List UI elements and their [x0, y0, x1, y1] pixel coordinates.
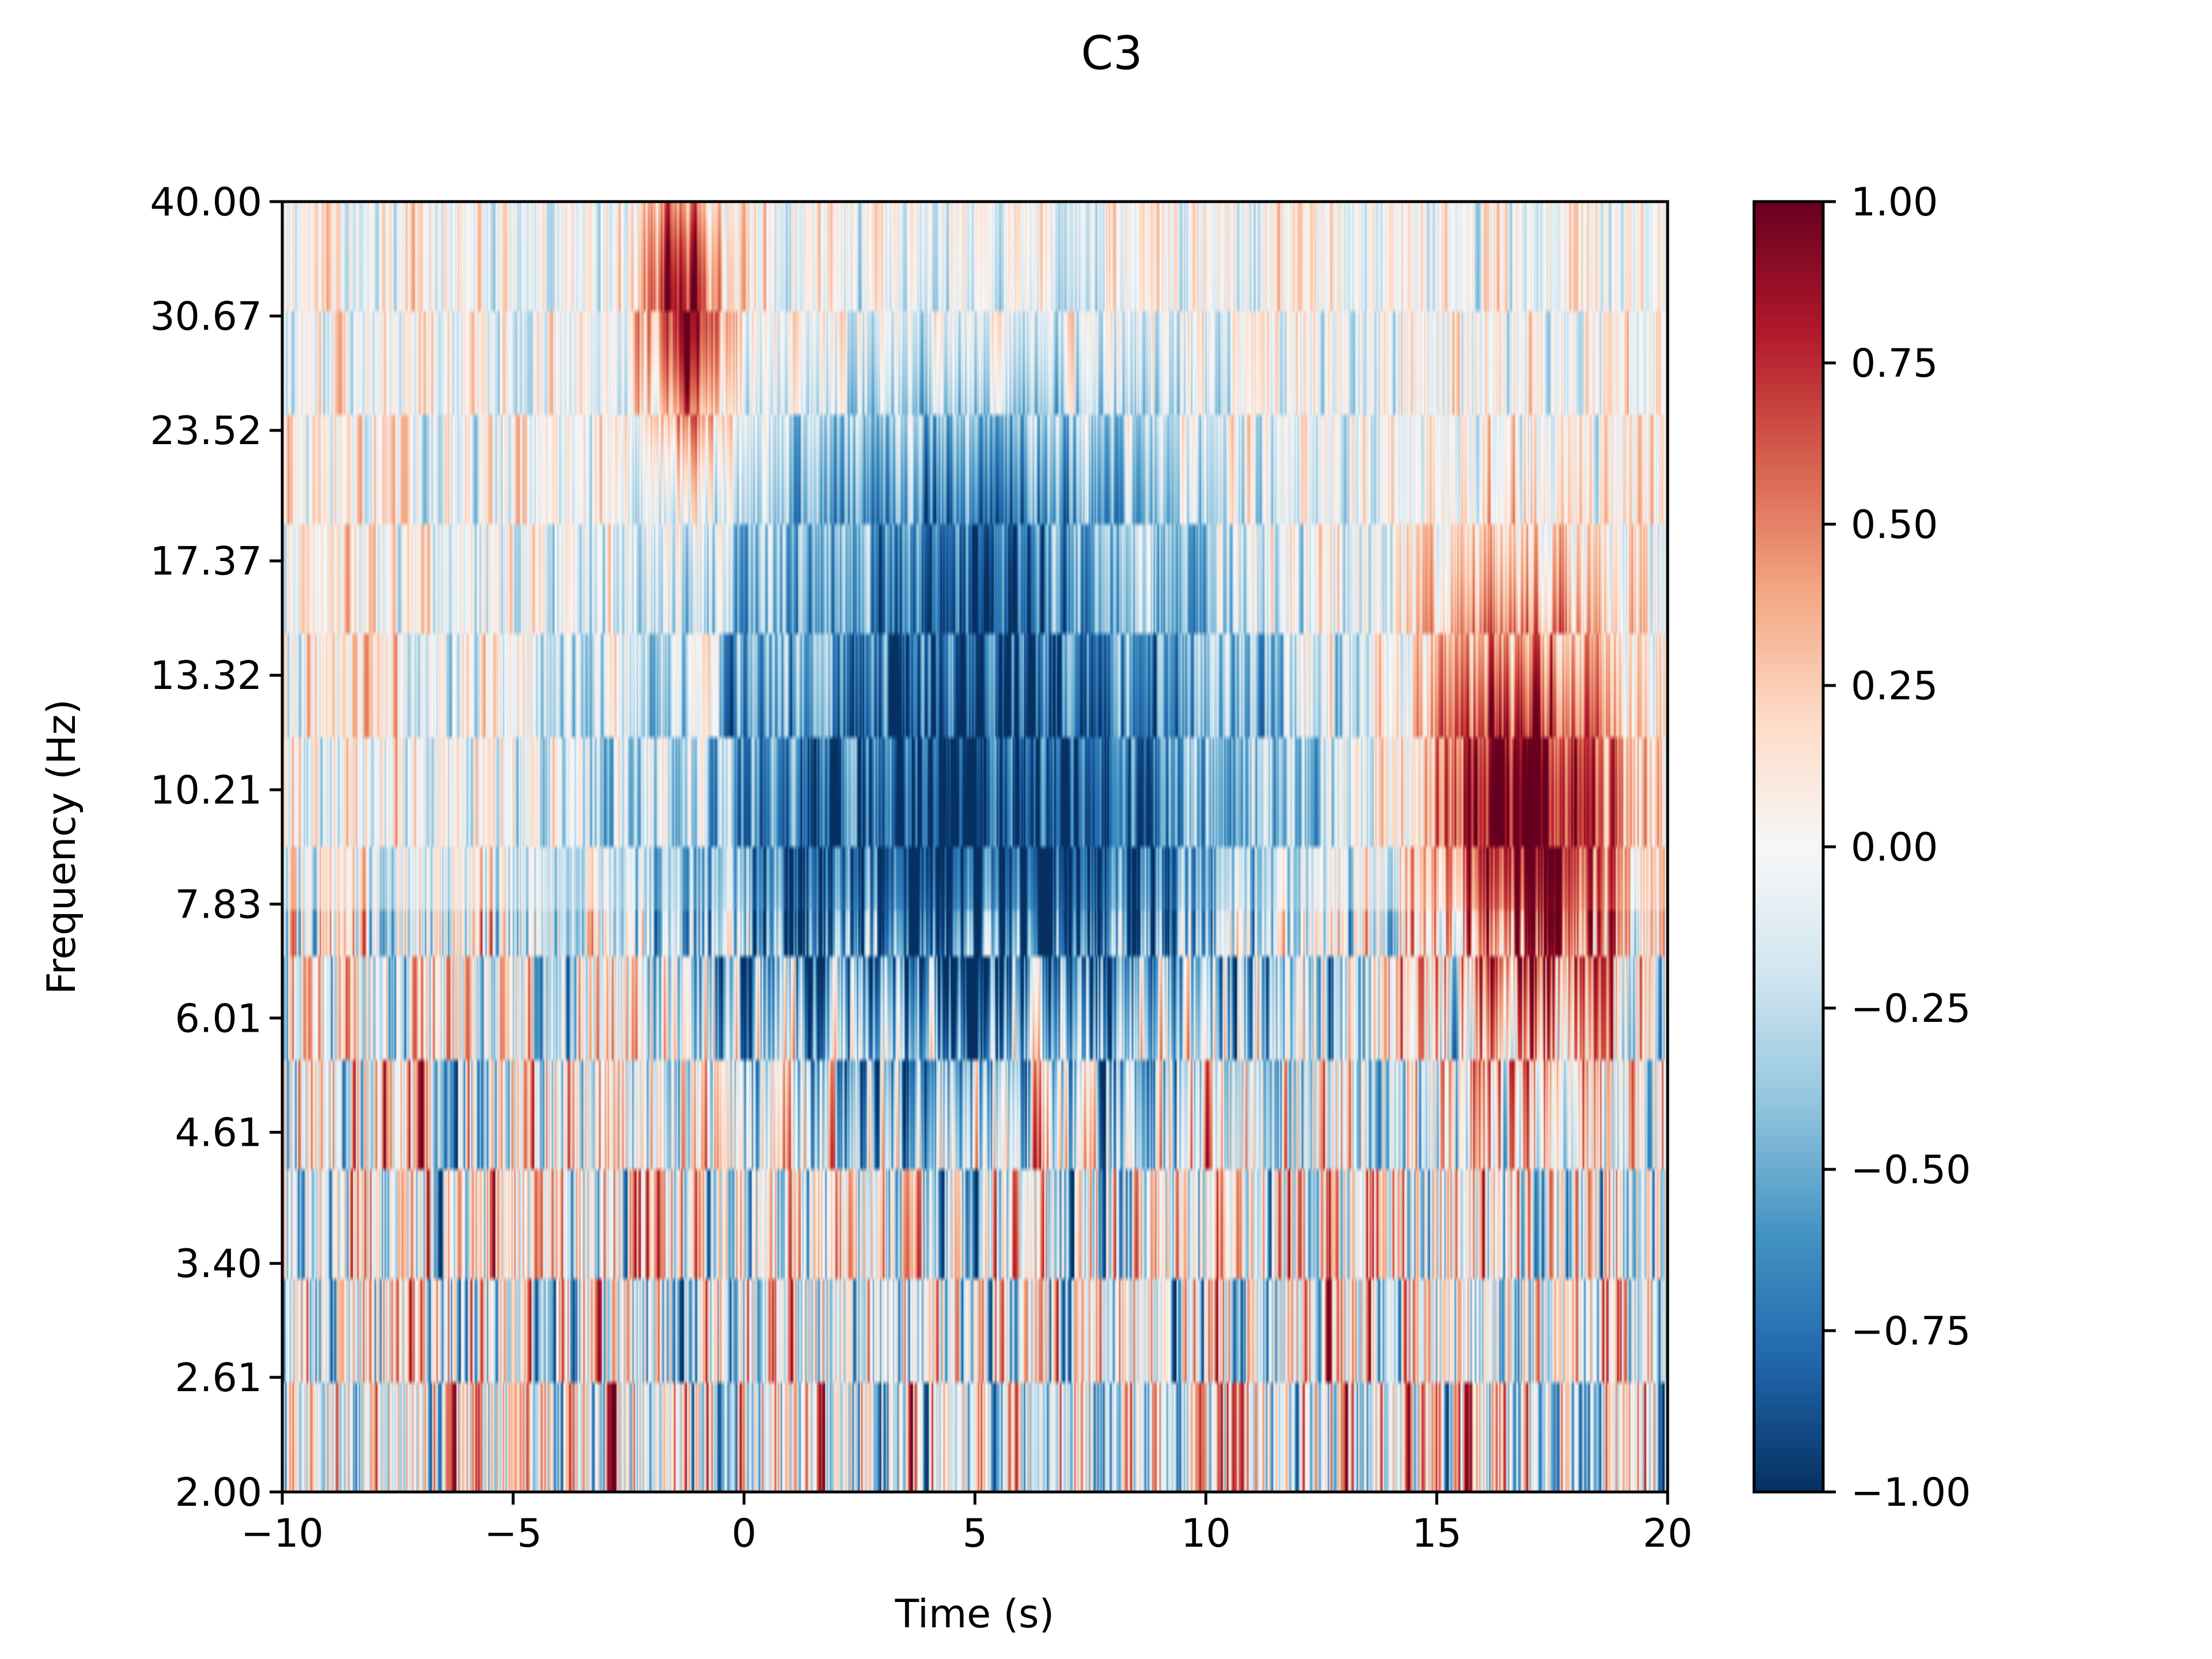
colorbar-tick-label: 0.50 [1851, 502, 1938, 548]
x-tick-label: 5 [963, 1511, 987, 1556]
x-tick-label: 0 [732, 1511, 756, 1556]
colorbar-gradient [1754, 202, 1823, 1492]
y-tick-label: 4.61 [175, 1111, 262, 1156]
y-tick-label: 2.61 [175, 1355, 262, 1401]
x-tick-label: 15 [1412, 1511, 1462, 1556]
x-tick-label: 20 [1643, 1511, 1693, 1556]
x-tick-label: −5 [484, 1511, 542, 1556]
y-tick-label: 23.52 [150, 408, 262, 454]
y-tick-label: 7.83 [175, 882, 262, 927]
colorbar-tick-label: 0.25 [1851, 664, 1938, 709]
y-tick-label: 6.01 [175, 996, 262, 1041]
colorbar-tick-label: −0.75 [1851, 1309, 1971, 1354]
colorbar-frame [1752, 200, 1825, 1494]
x-tick-label: −10 [241, 1511, 324, 1556]
y-tick-label: 13.32 [150, 653, 262, 699]
chart-title: C3 [1081, 26, 1143, 80]
y-tick-label: 2.00 [175, 1470, 262, 1516]
colorbar-ticks: 1.00 0.75 0.50 0.25 0.00 −0.25 −0.50 −0.75 −1.00 [1823, 180, 1971, 1516]
y-tick-label: 17.37 [150, 539, 262, 585]
y-axis-ticks: 2.00 2.61 3.40 4.61 6.01 7.83 10.21 13.32 17.37 2… [150, 180, 282, 1516]
x-axis-ticks: −10 −5 0 5 10 15 20 [241, 1492, 1692, 1556]
x-axis-label: Time (s) [895, 1592, 1055, 1637]
colorbar-tick-label: 1.00 [1851, 180, 1938, 225]
plot-frame [281, 200, 1669, 1494]
y-tick-label: 10.21 [150, 768, 262, 813]
y-tick-label: 40.00 [150, 180, 262, 225]
y-tick-label: 3.40 [175, 1241, 262, 1287]
colorbar-tick-label: 0.75 [1851, 341, 1938, 387]
colorbar-tick-label: −0.25 [1851, 986, 1971, 1032]
y-axis-label: Frequency (Hz) [39, 699, 85, 995]
heatmap-image [282, 202, 1668, 1492]
colorbar-tick-label: 0.00 [1851, 825, 1938, 870]
x-tick-label: 10 [1181, 1511, 1231, 1556]
colorbar-tick-label: −0.50 [1851, 1147, 1971, 1193]
y-tick-label: 30.67 [150, 294, 262, 340]
colorbar-tick-label: −1.00 [1851, 1470, 1971, 1516]
